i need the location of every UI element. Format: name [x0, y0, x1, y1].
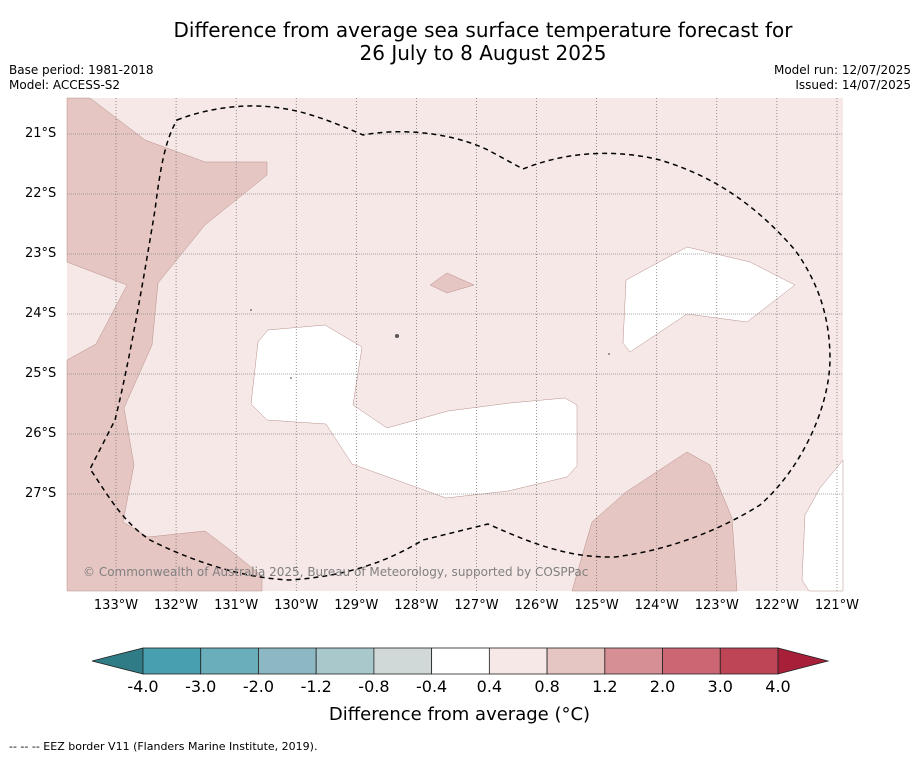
colorbar-tick-label: 4.0	[765, 677, 791, 696]
latitude-tick-label: 27°S	[25, 486, 57, 501]
colorbar-swatch	[258, 647, 317, 675]
warm-patch-west	[66, 97, 268, 592]
metadata-right: Model run: 12/07/2025 Issued: 14/07/2025	[774, 63, 911, 93]
map-speck	[250, 309, 252, 311]
colorbar-extend-low	[91, 647, 144, 675]
latitude-tick-label: 22°S	[25, 186, 57, 201]
colorbar-swatch	[373, 647, 433, 675]
longitude-tick-label: 123°W	[694, 598, 739, 613]
colorbar-swatch	[719, 647, 779, 675]
colorbar-tick-label: 0.4	[476, 677, 503, 696]
chart-title-line1: Difference from average sea surface temp…	[173, 18, 793, 42]
latitude-tick-label: 25°S	[25, 366, 57, 381]
latitude-tick-label: 24°S	[25, 306, 57, 321]
chart-title-line2: 26 July to 8 August 2025	[359, 41, 607, 65]
colorbar-tick-label: 0.8	[534, 677, 560, 696]
colorbar-swatch	[662, 647, 721, 675]
longitude-tick-label: 126°W	[514, 598, 559, 613]
issued-date: Issued: 14/07/2025	[795, 78, 911, 92]
longitude-tick-label: 122°W	[754, 598, 799, 613]
map-speck	[290, 377, 292, 379]
longitude-tick-label: 129°W	[334, 598, 379, 613]
model-name: Model: ACCESS-S2	[9, 78, 121, 92]
colorbar-swatch	[604, 647, 663, 675]
longitude-tick-label: 124°W	[634, 598, 679, 613]
colorbar-tick-label: -1.2	[300, 677, 332, 696]
colorbar-tick-label: 3.0	[707, 677, 733, 696]
map-gridlines	[67, 98, 843, 591]
longitude-tick-label: 133°W	[93, 598, 139, 613]
colorbar-tick-label: -2.0	[242, 677, 275, 696]
colorbar-swatch	[315, 647, 375, 675]
colorbar-tick-label: -4.0	[127, 677, 159, 696]
colorbar-tick-label: 2.0	[649, 677, 676, 696]
latitude-tick-label: 26°S	[25, 426, 57, 441]
longitude-tick-label: 132°W	[153, 598, 199, 613]
longitude-tick-label: 127°W	[454, 598, 499, 613]
latitude-tick-label: 23°S	[25, 246, 57, 261]
neutral-patch-east	[622, 246, 796, 353]
colorbar-swatch	[546, 647, 606, 675]
colorbar-label: Difference from average (°C)	[328, 704, 591, 725]
colorbar-tick-label: -3.0	[185, 677, 217, 696]
warm-patch-small	[429, 272, 475, 294]
colorbar-tick-label: -0.8	[358, 677, 390, 696]
colorbar-swatch	[142, 647, 202, 675]
colorbar-extend-high	[777, 647, 830, 675]
metadata-left: Base period: 1981-2018 Model: ACCESS-S2	[9, 63, 154, 93]
base-period: Base period: 1981-2018	[9, 63, 154, 77]
colorbar-swatch	[431, 647, 490, 675]
eez-legend-footnote: -- -- -- EEZ border V11 (Flanders Marine…	[9, 740, 318, 753]
model-run-date: Model run: 12/07/2025	[773, 63, 911, 77]
colorbar-tick-label: 1.2	[592, 677, 618, 696]
longitude-tick-label: 130°W	[274, 598, 319, 613]
latitude-tick-label: 21°S	[25, 126, 57, 141]
longitude-tick-label: 131°W	[214, 598, 259, 613]
neutral-patch-far-east	[801, 459, 844, 592]
colorbar-swatch	[488, 647, 548, 675]
neutral-patch-central	[250, 324, 578, 499]
copyright-notice: © Commonwealth of Australia 2025, Bureau…	[83, 565, 589, 579]
colorbar	[91, 647, 830, 675]
longitude-tick-label: 128°W	[394, 598, 439, 613]
longitude-tick-label: 125°W	[574, 598, 619, 613]
map-speck	[395, 334, 399, 338]
warm-patch-southeast	[571, 451, 738, 592]
map-speck	[608, 353, 610, 355]
colorbar-swatch	[200, 647, 259, 675]
colorbar-tick-label: -0.4	[416, 677, 448, 696]
longitude-tick-label: 121°W	[814, 598, 860, 613]
